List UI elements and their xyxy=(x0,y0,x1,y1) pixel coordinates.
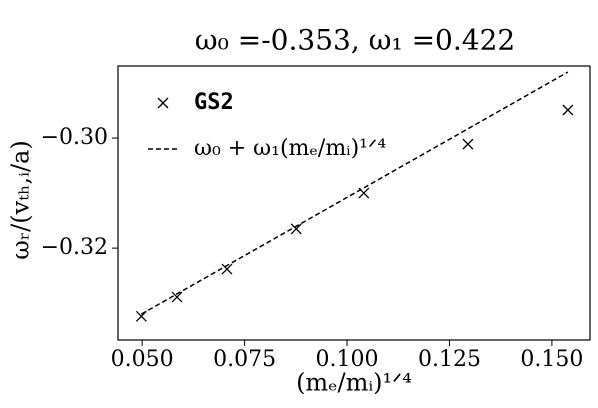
legend-label: GS2 xyxy=(194,90,234,115)
legend-label: ω₀ + ω₁(mₑ/mᵢ)¹ᐟ⁴ xyxy=(194,136,386,161)
x-axis-label: (mₑ/mᵢ)¹ᐟ⁴ xyxy=(296,369,412,397)
x-tick-label: 0.100 xyxy=(316,347,379,372)
x-tick-label: 0.050 xyxy=(111,347,174,372)
marker xyxy=(562,104,574,116)
y-axis-label: ωᵣ/(vₜₕ,ᵢ/a) xyxy=(7,140,35,259)
legend-marker xyxy=(157,97,169,109)
x-tick-label: 0.075 xyxy=(213,347,276,372)
y-tick-label: −0.32 xyxy=(41,235,108,260)
x-tick-label: 0.125 xyxy=(418,347,481,372)
y-tick-label: −0.30 xyxy=(41,125,108,150)
marker xyxy=(290,223,302,235)
marker xyxy=(221,263,233,275)
marker xyxy=(462,138,474,150)
marker xyxy=(171,291,183,303)
fit-line xyxy=(140,71,569,315)
x-tick-label: 0.150 xyxy=(520,347,583,372)
plot-frame xyxy=(117,65,591,341)
chart-title: ω₀ =-0.353, ω₁ =0.422 xyxy=(195,24,515,57)
